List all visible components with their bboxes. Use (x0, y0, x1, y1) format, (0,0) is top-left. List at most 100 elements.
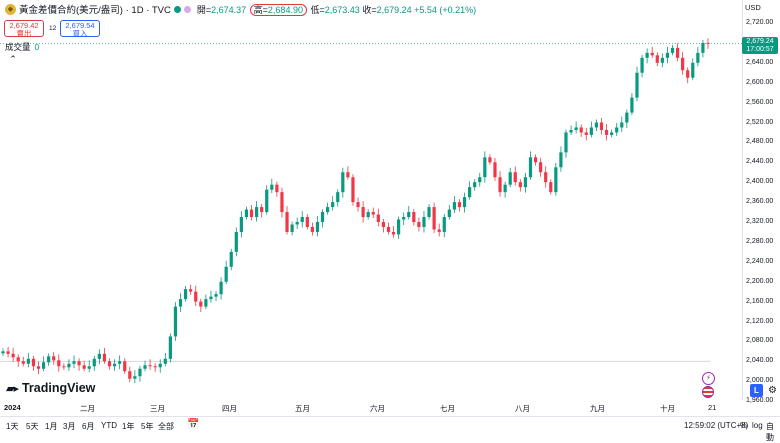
symbol-legend: ◆ 黃金差價合約(美元/盎司) · 1D · TVC 開=2,674.37 高=… (0, 0, 476, 18)
candle-body (691, 62, 695, 78)
candle-body (478, 177, 482, 183)
log-scale-L-button[interactable]: L (750, 384, 763, 397)
symbol-title[interactable]: 黃金差價合約(美元/盎司) · 1D · TVC (19, 5, 171, 16)
auto-toggle[interactable]: 自動 (766, 422, 774, 442)
candle-body (498, 177, 502, 193)
candle-body (462, 197, 467, 208)
candle-body (564, 132, 568, 153)
log-toggle[interactable]: log (752, 421, 763, 430)
candle-body (254, 207, 259, 218)
candle-body (376, 214, 380, 222)
candle-body (219, 281, 223, 295)
calendar-icon[interactable]: 📅 (187, 419, 200, 430)
range-button[interactable]: 1年 (122, 422, 135, 431)
candle-body (528, 157, 533, 178)
candle-body (209, 296, 213, 300)
candle-body (437, 229, 441, 232)
candle-body (168, 336, 172, 359)
clock-readout[interactable]: 12:59:02 (UTC+8) (684, 421, 749, 430)
candle-body (305, 217, 309, 227)
candle-body (178, 299, 183, 307)
price-tick-label: 2,120.00 (746, 317, 774, 325)
market-open-icon[interactable] (173, 5, 181, 13)
time-tick-label: 七月 (440, 404, 455, 413)
us-flag-icon[interactable] (702, 386, 714, 398)
candle-body (265, 189, 269, 213)
currency-label[interactable]: USD (745, 3, 761, 12)
tradingview-logo[interactable]: ▰▸ TradingView (6, 381, 96, 395)
tv-logo-icon: ▰▸ (6, 382, 19, 395)
time-tick-label: 2024 (4, 403, 21, 412)
gold-coin-icon[interactable]: ◆ (5, 3, 16, 15)
candle-body (36, 366, 41, 369)
candle-body (62, 366, 66, 368)
high-value-highlight: 高=2,684.90 (249, 3, 307, 16)
spread-value: 12 (49, 25, 57, 32)
candle-body (422, 217, 426, 227)
candle-body (239, 217, 243, 232)
candle-body (645, 52, 649, 58)
candle-body (625, 112, 629, 123)
range-button[interactable]: 1天 (6, 422, 19, 431)
price-tick-label: 2,040.00 (746, 357, 774, 365)
candle-body (518, 182, 522, 188)
candle-body (569, 129, 573, 133)
candle-body (128, 371, 132, 379)
candle-body (102, 353, 107, 362)
candle-body (432, 207, 436, 230)
candle-body (295, 222, 299, 225)
sell-button[interactable]: 2,679.42 賣出 (4, 20, 44, 38)
candle-body (386, 226, 391, 232)
candle-body (665, 52, 670, 58)
candle-body (681, 57, 685, 71)
candle-body (31, 358, 36, 367)
time-tick-label: 八月 (515, 404, 530, 413)
price-axis[interactable]: USD 2,720.002,680.002,640.002,600.002,56… (742, 0, 780, 404)
range-button[interactable]: 6月 (82, 422, 95, 431)
candle-body (148, 365, 152, 367)
candle-body (675, 47, 680, 58)
candle-body (92, 358, 96, 367)
candle-body (310, 226, 314, 232)
candle-body (706, 42, 710, 44)
candle-body (366, 212, 370, 218)
data-status-icon[interactable] (183, 5, 191, 13)
candle-body (326, 207, 330, 213)
buy-button[interactable]: 2,679.54 買入 (60, 20, 100, 38)
candle-body (508, 172, 512, 185)
candle-body (371, 212, 375, 215)
candle-body (194, 291, 198, 302)
bottom-toolbar (0, 416, 780, 440)
candle-body (356, 202, 360, 208)
candle-body (493, 162, 497, 178)
lightning-icon[interactable]: ⚡ (702, 372, 715, 385)
candle-body (559, 152, 563, 168)
price-tick-label: 2,080.00 (746, 337, 774, 345)
candle-body (381, 222, 385, 227)
candle-body (234, 231, 238, 252)
candle-body (21, 361, 25, 364)
candle-body (285, 212, 289, 232)
range-button[interactable]: 1月 (45, 422, 58, 431)
percent-toggle[interactable]: % (740, 421, 748, 430)
candle-body (229, 251, 233, 267)
candle-body (604, 129, 609, 135)
range-button[interactable]: 5天 (26, 422, 39, 431)
range-button[interactable]: 3月 (63, 422, 76, 431)
candle-body (118, 361, 122, 364)
range-button[interactable]: 全部 (158, 422, 174, 431)
candle-body (153, 366, 157, 368)
candle-body (143, 365, 147, 369)
collapse-legend-button[interactable]: ⌃ (9, 54, 17, 64)
candle-body (341, 172, 345, 193)
gear-icon[interactable]: ⚙ (768, 385, 777, 396)
time-tick-label: 六月 (370, 404, 385, 413)
candle-body (214, 294, 218, 297)
candle-body (407, 212, 411, 218)
candle-body (57, 360, 61, 367)
range-button[interactable]: 5年 (141, 422, 154, 431)
candle-body (260, 207, 264, 213)
candlestick-chart[interactable] (0, 0, 742, 400)
candle-body (533, 157, 538, 163)
range-button[interactable]: YTD (101, 421, 117, 430)
